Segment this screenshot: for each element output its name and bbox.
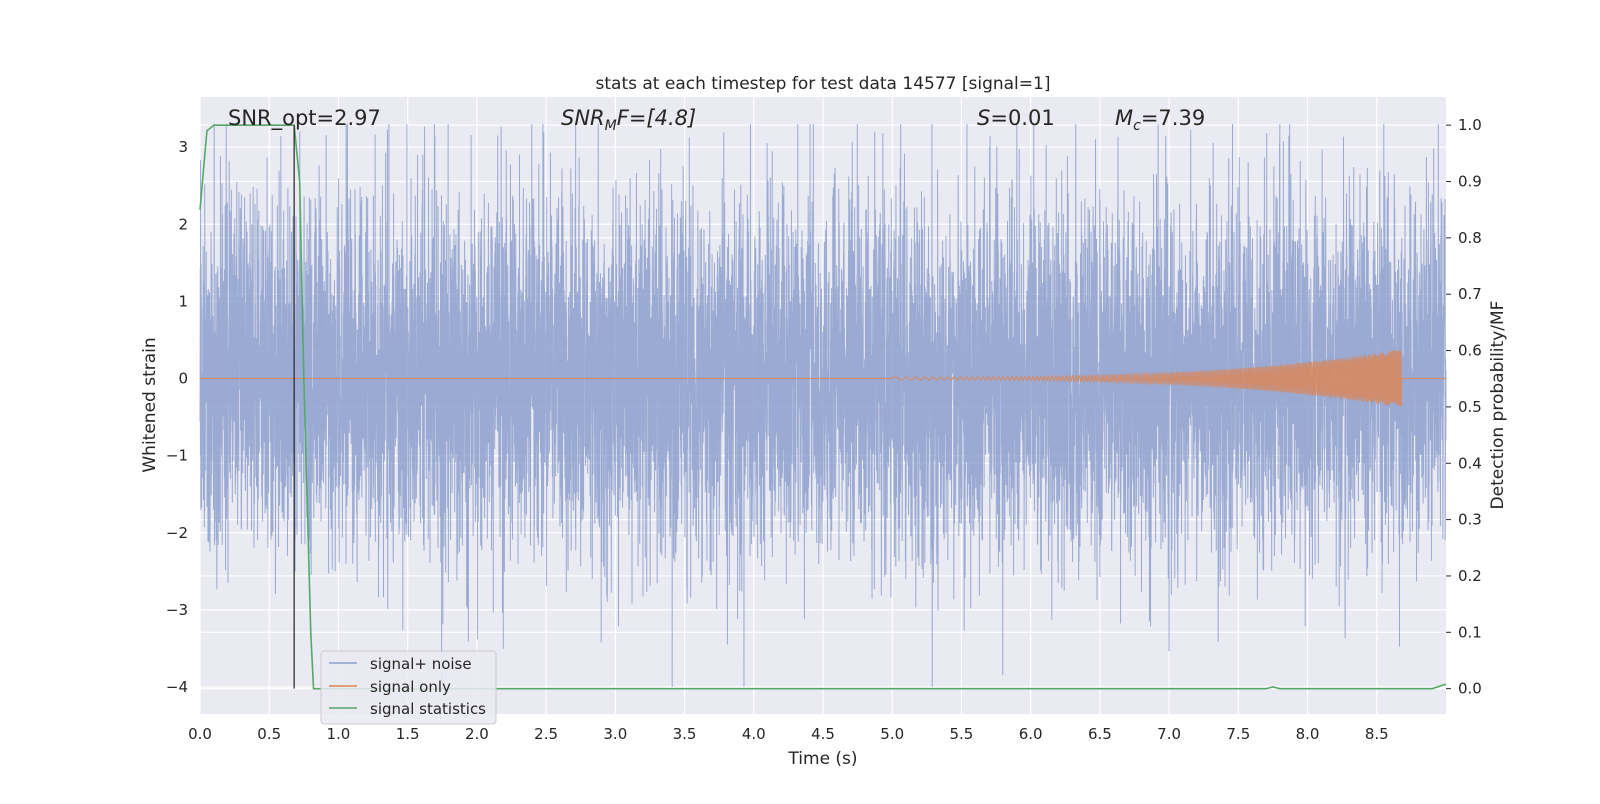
y-tick-label: −1 — [166, 447, 188, 465]
y-right-tick-label: 0.0 — [1458, 680, 1482, 698]
y-tick-label: −3 — [166, 601, 188, 619]
s-value: =0.01 — [990, 106, 1054, 130]
snr-mf-value: F=[4.8] — [617, 106, 696, 130]
snr-mf-annotation: SNRMF=[4.8] — [561, 106, 696, 134]
legend-label-signal-only: signal only — [370, 678, 451, 696]
chart-title: stats at each timestep for test data 145… — [596, 74, 1051, 94]
signal-only-series — [200, 350, 1446, 407]
y-right-tick-label: 0.5 — [1458, 398, 1482, 416]
legend-label-signal-noise: signal+ noise — [370, 655, 472, 673]
y-axis-label: Whitened strain — [140, 337, 160, 472]
y-right-tick-label: 0.3 — [1458, 511, 1482, 529]
legend-box — [320, 650, 497, 725]
y-right-tick-label: 0.8 — [1458, 229, 1482, 247]
mc-subscript: c — [1133, 118, 1141, 134]
y-right-tick-label: 0.2 — [1458, 567, 1482, 585]
mc-value: =7.39 — [1141, 106, 1205, 130]
x-tick-label: 8.5 — [1365, 725, 1389, 743]
x-tick-label: 0.5 — [257, 725, 281, 743]
x-tick-label: 2.0 — [465, 725, 489, 743]
mc-label: M — [1115, 106, 1133, 130]
x-tick-labels: 0.0 0.5 1.0 1.5 2.0 2.5 3.0 3.5 4.0 4.5 5.0 5.5 6.0 6… — [188, 725, 1389, 743]
snr-opt-annotation: SNR_opt=2.97 — [228, 106, 381, 131]
y-tick-label: 2 — [178, 215, 188, 233]
y-right-tick-labels: 1.0 0.9 0.8 0.7 0.6 0.5 0.4 0.3 0.2 0.1 0.0 — [1446, 116, 1482, 698]
snr-mf-subscript: M — [605, 118, 617, 134]
x-tick-label: 4.5 — [811, 725, 835, 743]
x-tick-label: 5.0 — [880, 725, 904, 743]
x-tick-label: 0.0 — [188, 725, 212, 743]
y-right-tick-label: 0.7 — [1458, 285, 1482, 303]
x-tick-label: 1.5 — [396, 725, 420, 743]
y-tick-label: 0 — [178, 370, 188, 388]
s-annotation: S=0.01 — [977, 106, 1055, 130]
signal-noise-series — [199, 123, 1447, 688]
y-right-tick-label: 0.6 — [1458, 342, 1482, 360]
x-tick-label: 7.0 — [1157, 725, 1181, 743]
x-tick-label: 3.5 — [673, 725, 697, 743]
x-tick-label: 5.5 — [950, 725, 974, 743]
y-right-tick-label: 0.9 — [1458, 173, 1482, 191]
y-tick-labels: 3 2 1 0 −1 −2 −3 −4 — [166, 138, 188, 696]
y-tick-label: 1 — [178, 292, 188, 310]
legend-label-signal-statistics: signal statistics — [370, 700, 486, 718]
y-right-axis-label: Detection probability/MF — [1488, 301, 1508, 510]
signal-only-line — [200, 350, 1446, 407]
snr-mf-label: SNR — [561, 106, 605, 130]
y-right-tick-label: 0.4 — [1458, 454, 1482, 472]
signal-noise-line — [199, 123, 1447, 688]
y-tick-label: −4 — [166, 678, 188, 696]
x-tick-label: 8.0 — [1296, 725, 1320, 743]
s-label: S — [977, 106, 990, 130]
y-tick-label: −2 — [166, 524, 188, 542]
x-tick-label: 4.0 — [742, 725, 766, 743]
x-axis-label: Time (s) — [787, 749, 857, 769]
x-tick-label: 2.5 — [534, 725, 558, 743]
x-tick-label: 1.0 — [327, 725, 351, 743]
legend: signal+ noise signal only signal statist… — [320, 650, 497, 725]
y-right-tick-label: 0.1 — [1458, 623, 1482, 641]
y-right-tick-label: 1.0 — [1458, 116, 1482, 134]
x-tick-label: 6.0 — [1019, 725, 1043, 743]
x-tick-label: 3.0 — [603, 725, 627, 743]
x-tick-label: 6.5 — [1088, 725, 1112, 743]
x-tick-label: 7.5 — [1226, 725, 1250, 743]
y-tick-label: 3 — [178, 138, 188, 156]
mc-annotation: Mc=7.39 — [1115, 106, 1205, 134]
